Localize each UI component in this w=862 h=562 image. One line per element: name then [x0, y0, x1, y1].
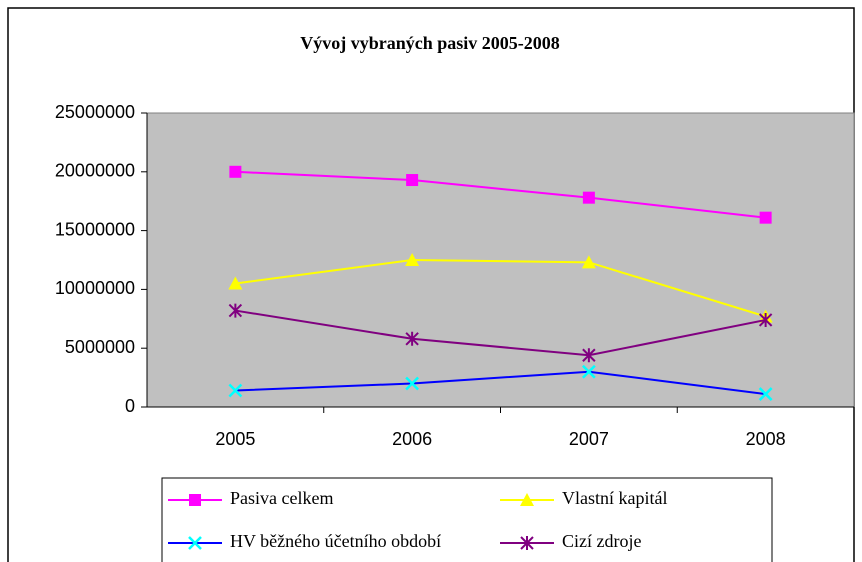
series-line [235, 258, 766, 318]
legend-marker [189, 494, 201, 506]
marker [758, 387, 773, 401]
marker [758, 312, 773, 327]
marker [582, 348, 596, 363]
marker [228, 383, 243, 398]
legend-marker [520, 493, 534, 506]
marker [405, 253, 420, 266]
series-line [235, 170, 766, 219]
plot-area [146, 112, 855, 408]
marker [759, 211, 772, 224]
marker [582, 191, 595, 204]
legend-label: HV běžného účetního období [230, 531, 441, 551]
marker [405, 331, 419, 346]
legend-marker [520, 536, 534, 550]
marker [581, 255, 596, 269]
legend-label: Vlastní kapitál [562, 488, 667, 508]
y-tick-label: 20000000 [55, 161, 135, 181]
x-tick-label: 2008 [746, 429, 786, 449]
y-tick-label: 5000000 [65, 337, 135, 357]
series-line [235, 370, 766, 396]
marker [228, 303, 243, 318]
x-tick-label: 2005 [215, 429, 255, 449]
y-tick-label: 10000000 [55, 278, 135, 298]
legend-label: Pasiva celkem [230, 488, 333, 508]
series-line [235, 309, 766, 357]
y-tick-label: 0 [125, 396, 135, 416]
marker [406, 174, 419, 187]
y-tick-label: 25000000 [55, 102, 135, 122]
y-tick-label: 15000000 [55, 219, 135, 239]
marker [229, 165, 242, 178]
marker [581, 364, 596, 379]
legend-box [161, 477, 773, 562]
legend-marker [188, 536, 202, 550]
chart-title: Vývoj vybraných pasiv 2005-2008 [300, 33, 560, 53]
x-tick-label: 2007 [569, 429, 609, 449]
marker [228, 276, 243, 290]
marker [405, 376, 420, 391]
x-tick-label: 2006 [392, 429, 432, 449]
legend-label: Cizí zdroje [562, 531, 641, 551]
